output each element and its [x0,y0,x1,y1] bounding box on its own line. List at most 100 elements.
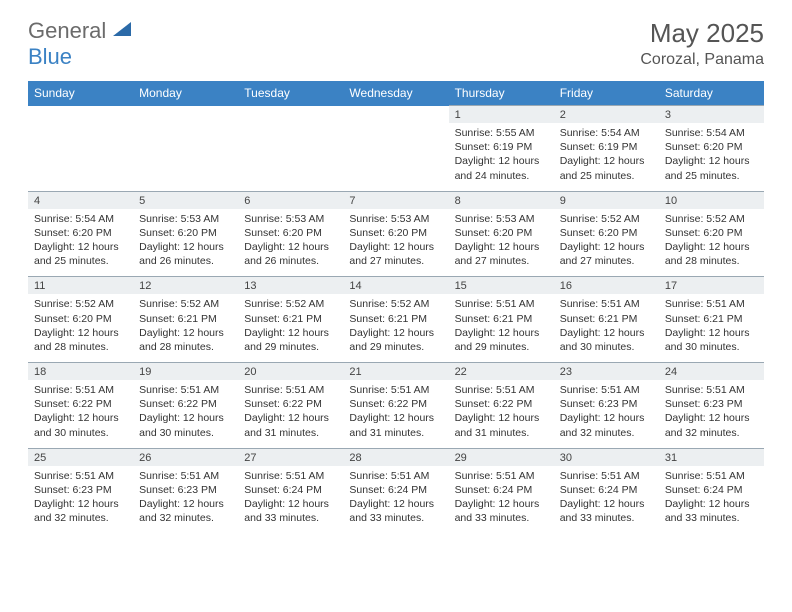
sunset-text: Sunset: 6:20 PM [665,140,758,154]
day-number-cell: 3 [659,106,764,124]
day-number-cell: 26 [133,448,238,466]
day-number-cell: 2 [554,106,659,124]
day-number-row: 45678910 [28,191,764,209]
daylight-text: Daylight: 12 hours and 29 minutes. [455,326,548,354]
logo: General [28,18,135,44]
logo-line2: Blue [28,44,72,70]
weekday-header: Sunday [28,81,133,106]
day-number-row: 11121314151617 [28,277,764,295]
day-number-cell: 1 [449,106,554,124]
day-number-cell: 18 [28,363,133,381]
day-number-cell: 23 [554,363,659,381]
sunrise-text: Sunrise: 5:51 AM [665,469,758,483]
day-content-cell [343,123,448,191]
daylight-text: Daylight: 12 hours and 29 minutes. [244,326,337,354]
day-number-cell [343,106,448,124]
day-content-cell: Sunrise: 5:51 AMSunset: 6:24 PMDaylight:… [238,466,343,534]
day-number-row: 18192021222324 [28,363,764,381]
day-content-cell [28,123,133,191]
daylight-text: Daylight: 12 hours and 30 minutes. [665,326,758,354]
day-content-row: Sunrise: 5:52 AMSunset: 6:20 PMDaylight:… [28,294,764,362]
weekday-header: Saturday [659,81,764,106]
day-number-row: 25262728293031 [28,448,764,466]
day-content-cell [133,123,238,191]
day-number-cell: 20 [238,363,343,381]
day-number-cell: 25 [28,448,133,466]
sunset-text: Sunset: 6:20 PM [244,226,337,240]
sunset-text: Sunset: 6:21 PM [349,312,442,326]
daylight-text: Daylight: 12 hours and 33 minutes. [244,497,337,525]
sunrise-text: Sunrise: 5:51 AM [244,383,337,397]
day-number-cell: 14 [343,277,448,295]
sunset-text: Sunset: 6:21 PM [560,312,653,326]
sunset-text: Sunset: 6:23 PM [34,483,127,497]
day-number-cell: 15 [449,277,554,295]
day-number-cell: 5 [133,191,238,209]
day-number-cell: 22 [449,363,554,381]
sunset-text: Sunset: 6:22 PM [34,397,127,411]
day-number-cell: 8 [449,191,554,209]
weekday-header: Friday [554,81,659,106]
day-number-cell [238,106,343,124]
day-number-cell: 24 [659,363,764,381]
sunset-text: Sunset: 6:21 PM [665,312,758,326]
sunset-text: Sunset: 6:24 PM [244,483,337,497]
daylight-text: Daylight: 12 hours and 32 minutes. [139,497,232,525]
sunset-text: Sunset: 6:21 PM [139,312,232,326]
sunrise-text: Sunrise: 5:53 AM [349,212,442,226]
sunrise-text: Sunrise: 5:51 AM [34,469,127,483]
daylight-text: Daylight: 12 hours and 25 minutes. [665,154,758,182]
daylight-text: Daylight: 12 hours and 31 minutes. [244,411,337,439]
day-number-cell: 11 [28,277,133,295]
day-content-cell: Sunrise: 5:55 AMSunset: 6:19 PMDaylight:… [449,123,554,191]
sunset-text: Sunset: 6:23 PM [139,483,232,497]
sunset-text: Sunset: 6:20 PM [665,226,758,240]
day-content-cell: Sunrise: 5:52 AMSunset: 6:21 PMDaylight:… [238,294,343,362]
daylight-text: Daylight: 12 hours and 25 minutes. [560,154,653,182]
day-number-cell: 29 [449,448,554,466]
day-number-cell: 13 [238,277,343,295]
sunset-text: Sunset: 6:21 PM [455,312,548,326]
sunset-text: Sunset: 6:23 PM [560,397,653,411]
day-number-cell: 12 [133,277,238,295]
sunrise-text: Sunrise: 5:53 AM [455,212,548,226]
calendar-table: Sunday Monday Tuesday Wednesday Thursday… [28,81,764,533]
sunset-text: Sunset: 6:20 PM [139,226,232,240]
sunset-text: Sunset: 6:24 PM [349,483,442,497]
day-content-cell: Sunrise: 5:51 AMSunset: 6:21 PMDaylight:… [554,294,659,362]
daylight-text: Daylight: 12 hours and 24 minutes. [455,154,548,182]
day-content-cell: Sunrise: 5:51 AMSunset: 6:22 PMDaylight:… [343,380,448,448]
day-number-cell: 10 [659,191,764,209]
logo-text-general: General [28,18,106,44]
daylight-text: Daylight: 12 hours and 28 minutes. [139,326,232,354]
sunrise-text: Sunrise: 5:51 AM [244,469,337,483]
day-content-cell: Sunrise: 5:52 AMSunset: 6:20 PMDaylight:… [659,209,764,277]
daylight-text: Daylight: 12 hours and 28 minutes. [665,240,758,268]
daylight-text: Daylight: 12 hours and 32 minutes. [560,411,653,439]
sunrise-text: Sunrise: 5:52 AM [560,212,653,226]
weekday-header-row: Sunday Monday Tuesday Wednesday Thursday… [28,81,764,106]
logo-sail-icon [111,20,133,43]
sunrise-text: Sunrise: 5:52 AM [244,297,337,311]
sunset-text: Sunset: 6:19 PM [455,140,548,154]
day-content-cell: Sunrise: 5:52 AMSunset: 6:20 PMDaylight:… [28,294,133,362]
day-content-cell: Sunrise: 5:51 AMSunset: 6:21 PMDaylight:… [449,294,554,362]
daylight-text: Daylight: 12 hours and 28 minutes. [34,326,127,354]
sunset-text: Sunset: 6:24 PM [560,483,653,497]
day-content-cell: Sunrise: 5:51 AMSunset: 6:23 PMDaylight:… [554,380,659,448]
daylight-text: Daylight: 12 hours and 27 minutes. [560,240,653,268]
sunrise-text: Sunrise: 5:51 AM [560,297,653,311]
weekday-header: Monday [133,81,238,106]
sunrise-text: Sunrise: 5:55 AM [455,126,548,140]
sunset-text: Sunset: 6:24 PM [455,483,548,497]
day-number-cell: 21 [343,363,448,381]
day-content-cell: Sunrise: 5:51 AMSunset: 6:22 PMDaylight:… [133,380,238,448]
sunrise-text: Sunrise: 5:51 AM [455,383,548,397]
day-content-cell: Sunrise: 5:54 AMSunset: 6:19 PMDaylight:… [554,123,659,191]
location-subtitle: Corozal, Panama [640,51,764,69]
sunrise-text: Sunrise: 5:51 AM [560,469,653,483]
sunrise-text: Sunrise: 5:51 AM [665,383,758,397]
day-number-cell: 9 [554,191,659,209]
daylight-text: Daylight: 12 hours and 33 minutes. [560,497,653,525]
sunset-text: Sunset: 6:22 PM [244,397,337,411]
